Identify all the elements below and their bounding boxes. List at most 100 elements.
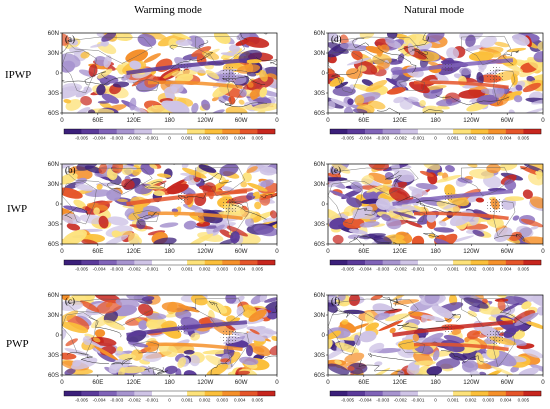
contour-line — [423, 231, 440, 240]
anomaly-patch — [369, 342, 385, 353]
anomaly-patch — [384, 37, 395, 44]
anomaly-patch — [175, 309, 192, 320]
anomaly-patch — [347, 98, 354, 105]
colorbar-swatch — [523, 391, 542, 396]
anomaly-patch — [175, 39, 193, 47]
anomaly-patch — [79, 300, 100, 313]
anomaly-patch — [73, 199, 87, 209]
anomaly-patch — [96, 84, 106, 96]
anomaly-field — [328, 164, 543, 244]
anomaly-patch — [101, 33, 117, 42]
colorbar: -0.005 -0.004 -0.003 -0.002 -0.001 0 0.001 0.00… — [329, 390, 542, 403]
anomaly-patch — [246, 166, 258, 174]
anomaly-patch — [177, 357, 187, 369]
lat-tick-label: 30N — [48, 50, 59, 57]
colorbar-frame — [329, 259, 542, 266]
anomaly-patch — [236, 305, 244, 317]
colorbar-tick-label: 0.004 — [234, 267, 246, 272]
colorbar-frame — [329, 390, 542, 397]
row-label-iwp: IWP — [7, 203, 27, 215]
anomaly-patch — [433, 238, 454, 244]
colorbar-swatch — [99, 260, 117, 265]
anomaly-patch — [225, 324, 236, 331]
colorbar-tick-label: -0.005 — [75, 267, 88, 272]
lat-tick-label: 60S — [314, 241, 325, 248]
colorbar-tick-label: -0.004 — [93, 136, 106, 141]
anomaly-patch — [362, 190, 379, 201]
colorbar-tick-label: 0.002 — [465, 136, 477, 141]
colorbar-swatch — [347, 391, 366, 396]
colorbar-tick-label: 0.005 — [518, 267, 530, 272]
anomaly-patch — [129, 60, 142, 70]
anomaly-patch — [189, 355, 200, 367]
anomaly-patch — [419, 99, 426, 107]
colorbar-tick-label: -0.005 — [341, 398, 354, 403]
lon-tick-label: 180 — [164, 248, 175, 255]
colorbar-tick-label: -0.003 — [110, 267, 123, 272]
anomaly-patch — [62, 321, 89, 334]
anomaly-patch — [144, 185, 165, 190]
colorbar-tick-label: 0 — [168, 136, 171, 141]
lon-tick-label: 120W — [197, 117, 213, 124]
anomaly-patch — [138, 320, 148, 330]
anomaly-patch — [103, 319, 126, 331]
anomaly-patch — [536, 306, 543, 316]
colorbar-tick-label: -0.004 — [359, 267, 372, 272]
anomaly-patch — [219, 229, 234, 239]
significance-stipple — [220, 197, 239, 214]
anomaly-patch — [164, 365, 178, 375]
anomaly-patch — [508, 109, 515, 113]
colorbar-swatch — [151, 129, 170, 134]
anomaly-patch — [459, 67, 472, 76]
anomaly-patch — [334, 359, 342, 365]
anomaly-patch — [364, 311, 375, 324]
lat-tick-label: 0 — [56, 201, 60, 208]
coastline — [195, 297, 246, 328]
anomaly-patch — [503, 302, 520, 312]
lon-tick-label: 0 — [541, 248, 545, 255]
anomaly-field — [62, 164, 277, 244]
anomaly-patch — [236, 64, 261, 74]
anomaly-patch — [85, 295, 92, 300]
contour-line — [349, 237, 362, 244]
lon-tick-label: 120E — [126, 248, 140, 255]
anomaly-patch — [116, 198, 128, 203]
colorbar-tick-label: 0.004 — [234, 136, 246, 141]
contour-line — [210, 356, 233, 375]
anomaly-patch — [476, 94, 499, 105]
lon-tick-label: 60E — [92, 248, 103, 255]
colorbar-tick-label: -0.004 — [93, 267, 106, 272]
lon-tick-label: 120W — [463, 117, 479, 124]
anomaly-patch — [494, 41, 510, 48]
colorbar-swatch — [116, 391, 135, 396]
anomaly-patch — [466, 330, 480, 340]
colorbar-swatch — [116, 129, 135, 134]
anomaly-patch — [357, 65, 367, 72]
colorbar-frame — [329, 128, 542, 135]
colorbar-swatch — [81, 129, 100, 134]
anomaly-patch — [190, 332, 201, 341]
anomaly-band — [413, 80, 509, 90]
colorbar-tick-label: 0.001 — [447, 398, 459, 403]
coastline — [65, 298, 153, 326]
colorbar-tick-label: 0 — [434, 136, 437, 141]
anomaly-patch — [443, 334, 465, 344]
anomaly-patch — [393, 96, 405, 104]
colorbar-swatch — [470, 391, 489, 396]
colorbar-tick-label: -0.001 — [411, 267, 424, 272]
anomaly-patch — [465, 34, 476, 48]
anomaly-patch — [229, 44, 240, 53]
row-label-ipwp: IPWP — [5, 69, 31, 81]
colorbar-tick-label: -0.005 — [341, 267, 354, 272]
anomaly-patch — [436, 98, 462, 107]
anomaly-patch — [96, 183, 103, 190]
colorbar-swatch — [488, 129, 507, 134]
colorbar-swatch — [169, 260, 188, 265]
anomaly-patch — [346, 57, 372, 66]
coastline — [227, 331, 250, 368]
colorbar-swatch — [365, 391, 383, 396]
lat-tick-label: 30N — [48, 181, 59, 188]
colorbar-swatch — [134, 260, 153, 265]
colorbar-swatch — [400, 391, 419, 396]
colorbar-tick-label: 0.002 — [199, 267, 211, 272]
